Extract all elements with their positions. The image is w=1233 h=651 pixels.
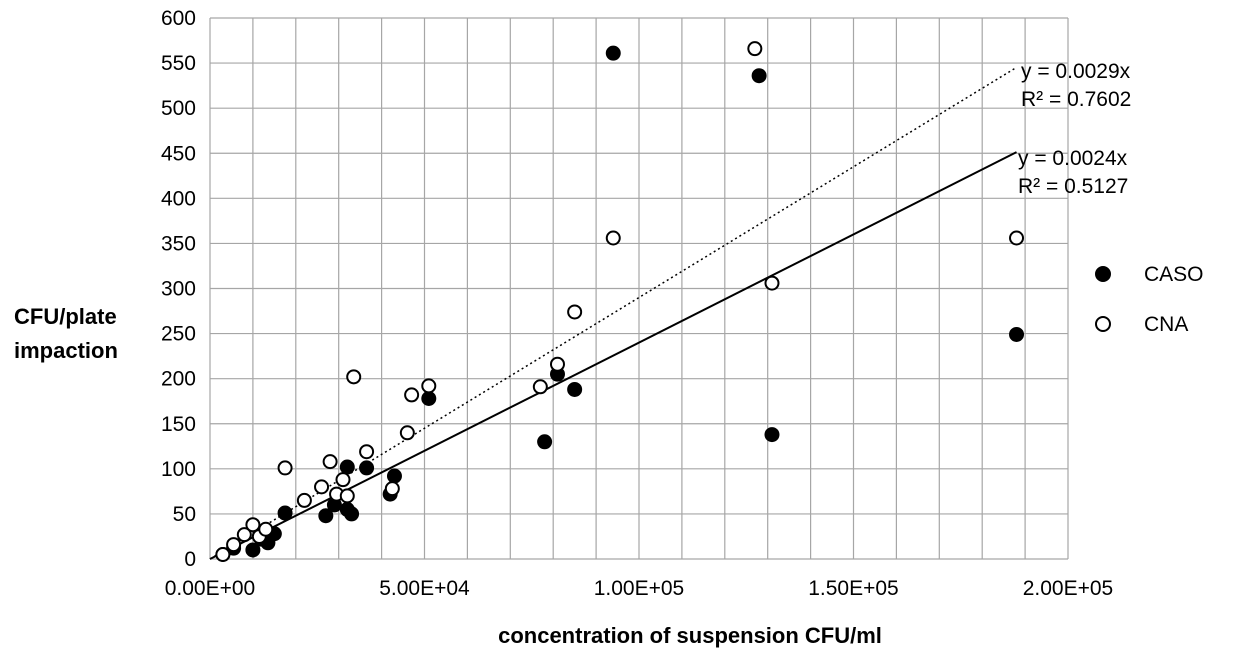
data-point-cna	[384, 481, 400, 497]
y-tick-label: 100	[161, 458, 196, 481]
cna-trend-r2: R² = 0.7602	[1021, 88, 1131, 111]
y-tick-label: 250	[161, 323, 196, 346]
data-point-cna	[335, 472, 351, 488]
data-point-caso	[339, 459, 355, 475]
data-point-caso	[537, 434, 553, 450]
legend-marker-caso	[1095, 266, 1111, 282]
y-axis-title-line-1: CFU/plate	[14, 304, 117, 329]
x-tick-label: 0.00E+00	[165, 577, 256, 600]
data-point-cna	[236, 527, 252, 543]
data-point-caso	[245, 542, 261, 558]
data-point-cna	[1009, 230, 1025, 246]
y-tick-label: 600	[161, 7, 196, 30]
trendlines	[209, 66, 1017, 560]
data-point-cna	[567, 304, 583, 320]
data-point-caso	[751, 68, 767, 84]
data-point-caso	[1009, 326, 1025, 342]
x-tick-label: 5.00E+04	[379, 577, 470, 600]
y-axis-title-line-2: impaction	[14, 338, 118, 363]
data-point-caso	[386, 468, 402, 484]
y-tick-label: 200	[161, 368, 196, 391]
data-point-cna	[322, 454, 338, 470]
legend: CASO CNA	[1095, 263, 1204, 336]
data-point-cna	[404, 387, 420, 403]
data-point-cna	[314, 479, 330, 495]
data-point-cna	[277, 460, 293, 476]
y-axis-ticks: 0 50 100 150 200 250 300 350 400 450 500 550 600	[161, 7, 196, 571]
x-tick-label: 1.00E+05	[594, 577, 685, 600]
data-points	[215, 41, 1025, 562]
data-point-cna	[549, 356, 565, 372]
legend-marker-cna	[1095, 316, 1111, 332]
data-point-caso	[567, 381, 583, 397]
data-point-cna	[215, 546, 231, 562]
x-tick-label: 2.00E+05	[1023, 577, 1114, 600]
caso-trend-r2: R² = 0.5127	[1018, 175, 1128, 198]
data-point-cna	[399, 425, 415, 441]
y-tick-label: 300	[161, 278, 196, 301]
data-point-cna	[346, 369, 362, 385]
data-point-caso	[277, 505, 293, 521]
y-tick-label: 500	[161, 97, 196, 120]
x-axis-ticks: 0.00E+00 5.00E+04 1.00E+05 1.50E+05 2.00E+05	[165, 577, 1114, 600]
data-point-caso	[344, 506, 360, 522]
data-point-cna	[605, 230, 621, 246]
y-tick-label: 0	[184, 548, 196, 571]
data-point-caso	[605, 45, 621, 61]
y-tick-label: 50	[173, 503, 196, 526]
legend-label-cna: CNA	[1144, 313, 1188, 336]
caso-trend-equation: y = 0.0024x	[1018, 147, 1128, 170]
data-point-caso	[359, 460, 375, 476]
cna-trend-equation: y = 0.0029x	[1021, 60, 1131, 83]
x-tick-label: 1.50E+05	[808, 577, 899, 600]
data-point-caso	[764, 427, 780, 443]
data-point-cna	[764, 275, 780, 291]
data-point-caso	[421, 391, 437, 407]
x-axis-title: concentration of suspension CFU/ml	[498, 623, 882, 648]
data-point-cna	[226, 537, 242, 553]
data-point-cna	[339, 488, 355, 504]
data-point-cna	[296, 492, 312, 508]
y-tick-label: 400	[161, 187, 196, 210]
trendline-label-cna: y = 0.0029x R² = 0.7602	[1021, 60, 1131, 111]
data-point-cna	[532, 379, 548, 395]
data-point-cna	[359, 444, 375, 460]
y-tick-label: 550	[161, 52, 196, 75]
data-point-cna	[421, 378, 437, 394]
data-point-cna	[747, 41, 763, 57]
legend-label-caso: CASO	[1144, 263, 1204, 286]
data-point-cna	[258, 521, 274, 537]
trendline-label-caso: y = 0.0024x R² = 0.5127	[1018, 147, 1128, 198]
y-tick-label: 350	[161, 232, 196, 255]
data-point-cna	[245, 517, 261, 533]
y-tick-label: 450	[161, 142, 196, 165]
y-tick-label: 150	[161, 413, 196, 436]
data-point-caso	[318, 508, 334, 524]
trendline-cna	[209, 66, 1017, 560]
